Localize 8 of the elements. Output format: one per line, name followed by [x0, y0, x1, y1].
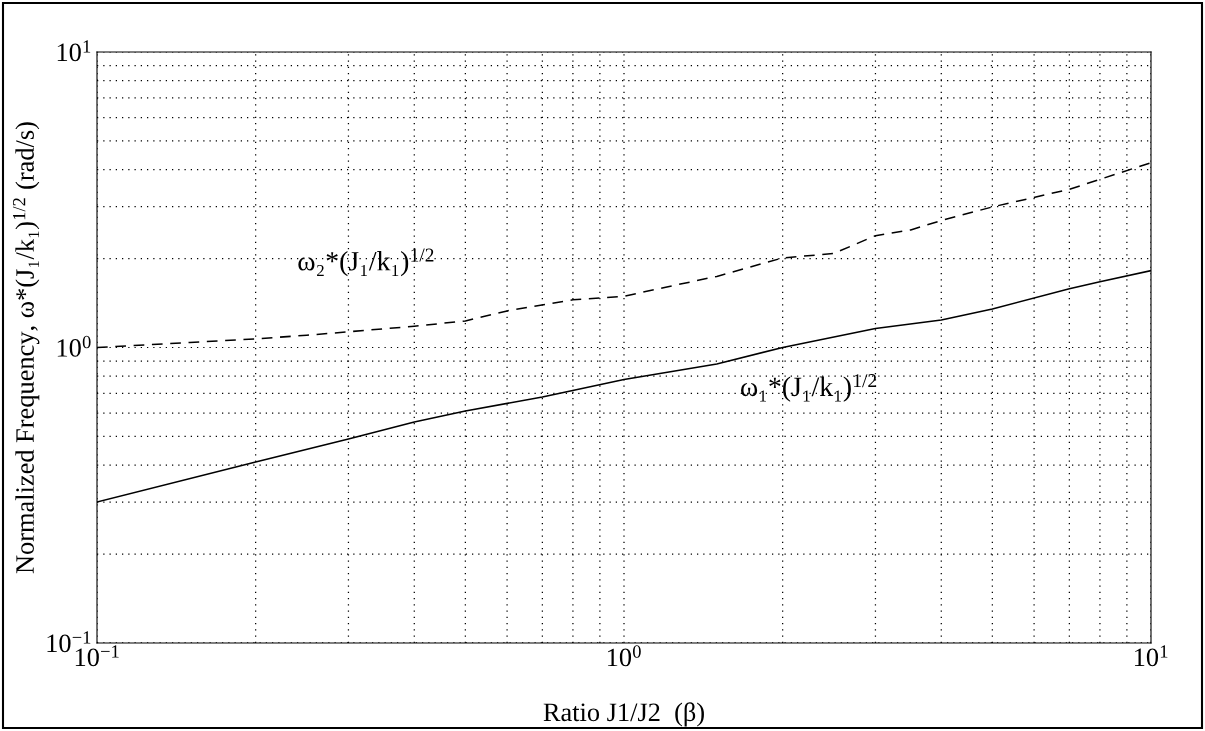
x-axis-title: Ratio J1/J2 (β) — [543, 702, 704, 727]
x-tick-label: 10$^{1}$ — [1134, 645, 1168, 667]
y-axis-title: Normalized Frequency, ω*(J₁/k₁)$^{1/2}$ (rad/s) — [12, 122, 40, 574]
series-label: ω₂*(J₁/k₁)$^{1/2}$ — [298, 248, 434, 277]
y-tick-label: 10$^{0}$ — [57, 335, 91, 357]
x-tick-label: 10$^{0}$ — [607, 645, 641, 667]
y-tick-label: 10$^{1}$ — [57, 40, 91, 62]
series-label: ω₁*(J₁/k₁)$^{1/2}$ — [741, 374, 877, 402]
